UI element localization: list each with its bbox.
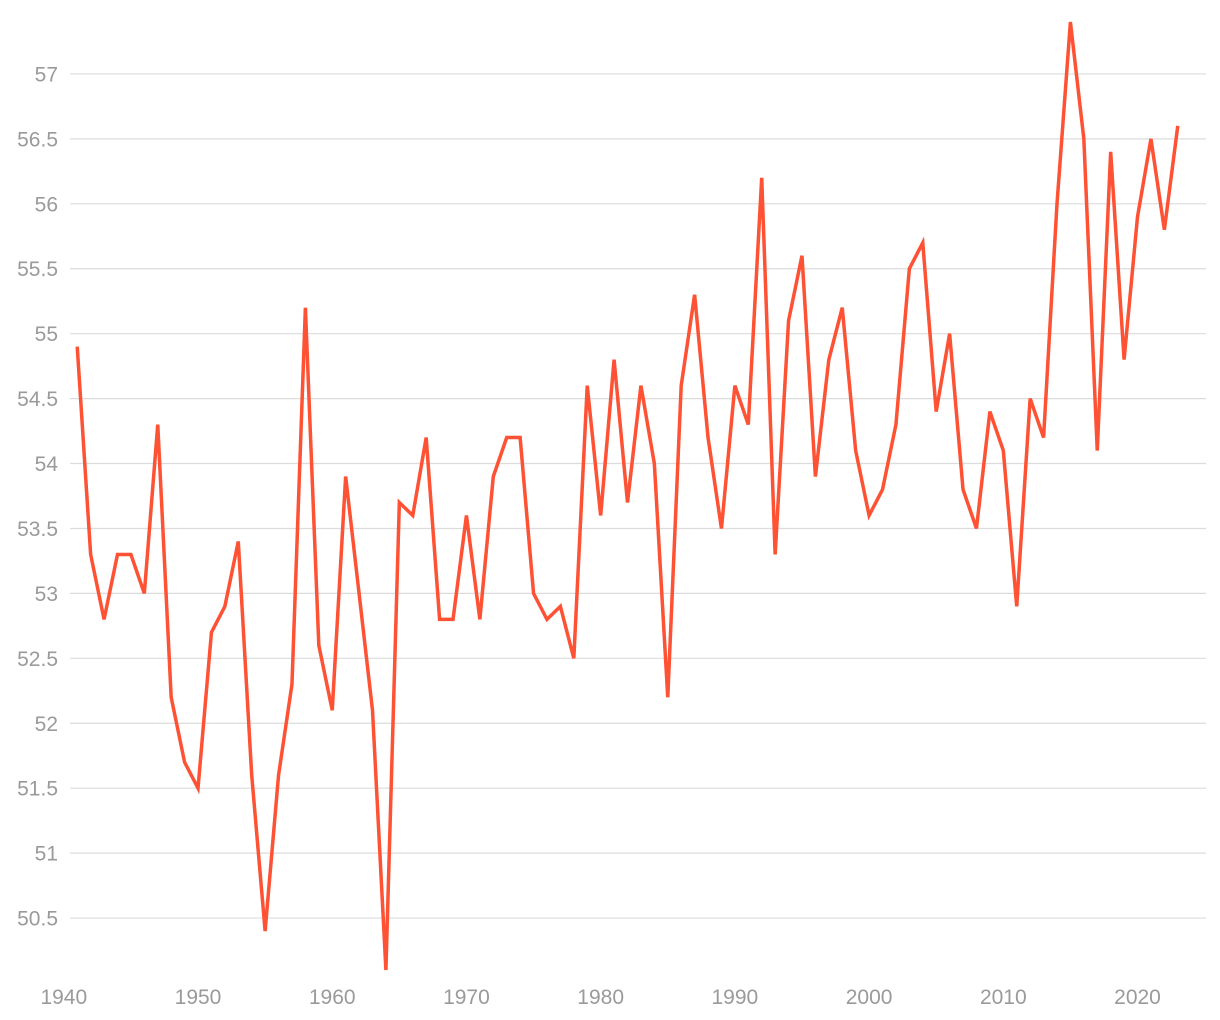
x-tick-label: 2000 [846,986,893,1009]
y-tick-label: 50.5 [17,908,58,931]
y-tick-label: 54 [35,453,59,476]
y-tick-label: 54.5 [17,388,58,411]
series-line [75,21,1180,971]
y-tick-label: 52.5 [17,648,58,671]
x-tick-label: 1970 [443,986,490,1009]
series-layer [75,21,1180,971]
y-tick-label: 52 [35,713,58,736]
y-tick-label: 53.5 [17,518,58,541]
y-tick-label: 53 [35,583,58,606]
x-tick-label: 2010 [980,986,1027,1009]
y-gridlines [70,73,1206,919]
x-tick-label: 1990 [712,986,759,1009]
x-tick-label: 1940 [40,986,87,1009]
y-tick-label: 56.5 [17,128,58,151]
y-tick-label: 56 [35,193,58,216]
y-tick-label: 55.5 [17,258,58,281]
y-tick-label: 57 [35,63,58,86]
y-axis-tick-labels: 50.5 51 51.5 52 52.5 53 53.5 54 54.5 55 55.5 56 56.5… [17,63,58,930]
x-tick-label: 1950 [175,986,222,1009]
x-axis-tick-labels: 1940 1950 1960 1970 1980 1990 2000 2010 2020 [40,986,1160,1009]
x-tick-label: 1980 [577,986,624,1009]
y-tick-label: 51 [35,843,58,866]
y-tick-label: 51.5 [17,778,58,801]
x-tick-label: 2020 [1114,986,1161,1009]
x-tick-label: 1960 [309,986,356,1009]
y-tick-label: 55 [35,323,58,346]
